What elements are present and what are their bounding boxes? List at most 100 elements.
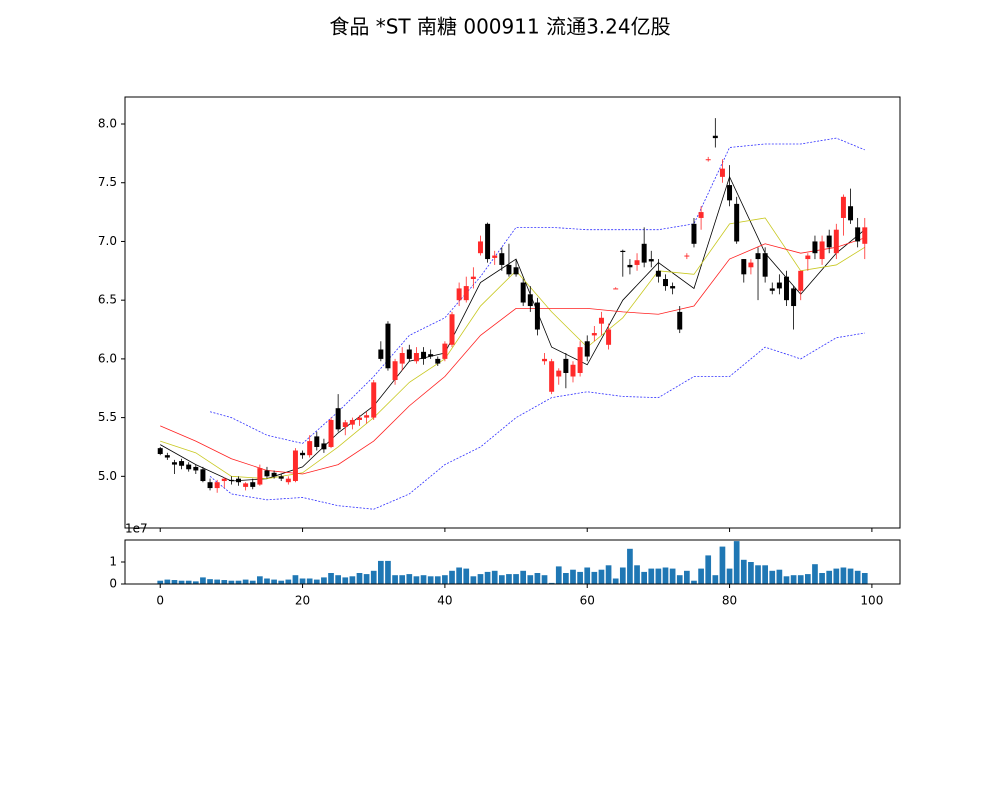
volume-y-tick-label: 0 [109,577,117,591]
volume-bar [356,573,363,584]
x-tick-label: 60 [580,594,595,608]
volume-bar [605,565,612,584]
indicator-line [160,175,866,482]
candle-body [378,349,384,359]
candle-body [862,227,868,244]
candle-body [584,341,590,357]
volume-bar [392,575,398,584]
volume-bar [498,575,505,584]
volume-bar [548,582,555,584]
volume-bar [456,567,462,584]
candle-body [485,223,491,260]
volume-bar [534,573,541,584]
candle-body [769,288,775,291]
volume-bar [385,560,391,584]
volume-bar [335,575,341,584]
candle-body [755,253,761,260]
volume-bar [726,568,733,584]
candle-body [634,260,640,265]
volume-bar [491,570,498,584]
volume-bar [790,575,797,584]
candle-body [413,353,419,362]
volume-bar [627,548,633,584]
volume-bar [513,574,519,584]
volume-bar [434,576,441,584]
volume-bar [719,546,726,584]
candle-body [812,241,818,254]
candle-body [783,276,789,301]
candle-body [719,168,725,177]
volume-bar [164,579,171,584]
candle-body [278,476,284,479]
candle-body [257,468,263,485]
candle-body [762,253,768,277]
candle-body [300,452,306,456]
candle-body [506,264,512,275]
candle-body [214,482,220,489]
x-tick-label: 20 [295,594,310,608]
candle-body [243,483,249,487]
candle-body [542,358,548,362]
x-tick-label: 40 [437,594,452,608]
candle-body [442,343,448,359]
y-tick-label: 6.0 [98,351,117,365]
volume-bar [584,567,591,584]
candle-body [663,279,668,287]
volume-bar [278,580,285,584]
y-tick-label: 5.0 [98,469,117,483]
volume-bar [705,555,712,584]
candle-body [492,255,498,258]
candle-body [307,441,313,456]
candle-body [648,259,654,262]
volume-bar [641,571,648,584]
volume-bar [684,570,690,584]
volume-bar [321,577,327,584]
volume-bar [477,574,484,584]
candle-body [598,317,604,324]
candle-body [328,419,334,447]
volume-bar [285,579,292,584]
volume-bar [861,573,868,584]
x-tick-label: 100 [860,594,883,608]
candle-body [627,264,633,268]
candle-body [392,361,398,381]
volume-bar [847,568,854,584]
volume-bar [221,580,228,584]
candle-body [691,223,697,244]
candle-body [620,250,626,253]
candle-body [734,203,740,242]
x-tick-label: 0 [156,594,164,608]
candle-body [470,276,476,280]
candle-body [833,229,839,254]
volume-bar [598,569,605,584]
candle-body [570,364,576,377]
volume-bar [655,568,662,584]
volume-bar [506,574,512,584]
candle-body [164,455,170,458]
volume-bar [733,541,740,584]
volume-bar [377,560,384,584]
candle-body [477,241,483,254]
volume-bar [200,577,206,584]
indicator-line [209,332,865,510]
volume-bar [840,567,847,584]
volume-bar [854,570,861,584]
candle-body [342,422,348,428]
volume-bar [171,580,178,584]
candle-body [228,479,234,482]
candle-body [520,282,526,303]
volume-bar [762,565,768,584]
volume-bar [413,576,420,584]
candle-body [236,478,242,483]
volume-bar [463,568,470,584]
candle-body [513,267,519,275]
candle-body [549,361,555,392]
price-axes [124,96,901,529]
candle-body [193,466,199,471]
volume-bar [797,575,804,584]
volume-bar [819,573,825,584]
volume-bar [442,575,448,584]
candle-body [712,135,718,139]
candle-body [577,347,583,373]
volume-bar [349,576,356,584]
